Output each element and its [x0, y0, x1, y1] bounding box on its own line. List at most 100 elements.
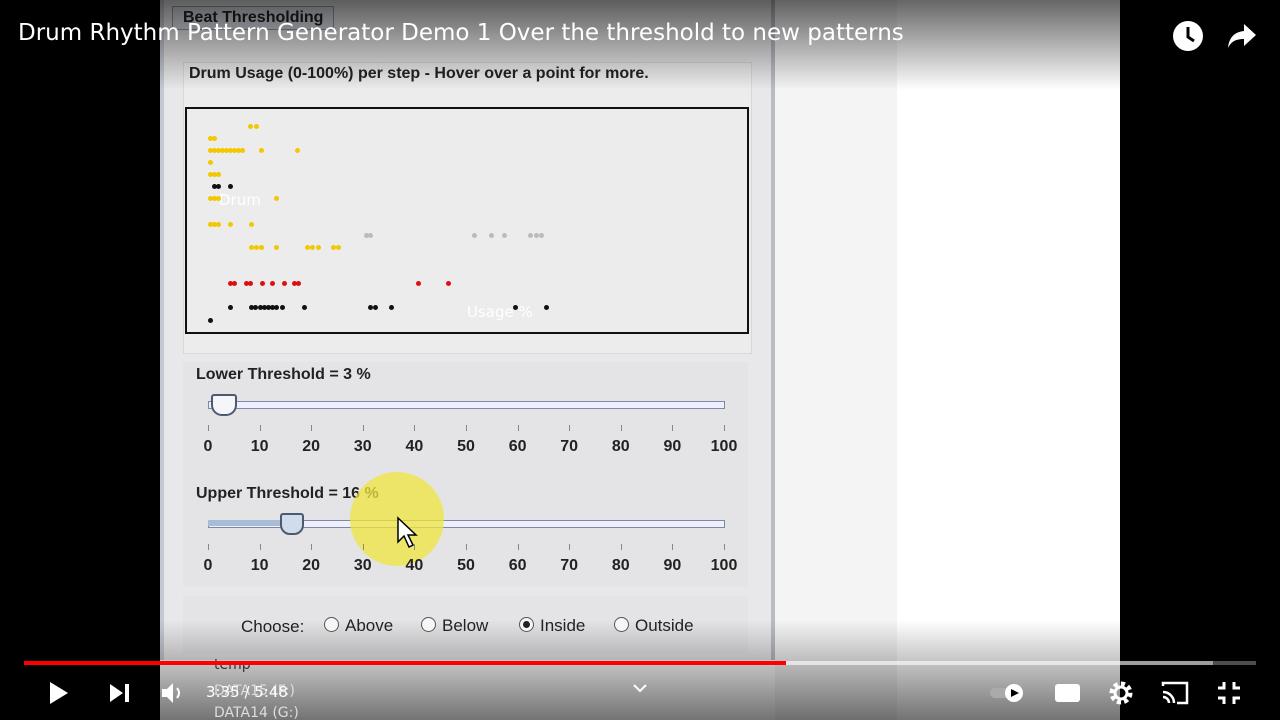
scale-tick: [466, 425, 467, 431]
plot-point: [220, 148, 225, 153]
radio-button[interactable]: [324, 617, 339, 632]
mouse-cursor: [397, 516, 418, 549]
plot-point: [364, 233, 369, 238]
plot-point: [274, 196, 279, 201]
scale-label: 60: [508, 557, 527, 574]
plot-point: [249, 222, 254, 227]
radio-label[interactable]: Below: [442, 616, 489, 635]
radio-button[interactable]: [614, 617, 629, 632]
plot-point: [502, 233, 507, 238]
plot-point: [249, 245, 254, 250]
scale-label: 40: [405, 438, 424, 455]
plot-point: [274, 245, 279, 250]
plot-point: [305, 245, 310, 250]
scale-tick: [311, 425, 313, 431]
volume-button[interactable]: [160, 680, 186, 706]
plot-point: [270, 305, 275, 310]
plot-point: [228, 305, 233, 310]
share-icon[interactable]: [1226, 22, 1258, 50]
plot-point: [336, 245, 341, 250]
radio-label[interactable]: Outside: [635, 616, 694, 635]
scale-tick: [414, 425, 416, 431]
scale-tick: [569, 425, 571, 431]
plot-point: [539, 233, 544, 238]
plot-point: [212, 148, 217, 153]
scale-tick: [724, 425, 725, 431]
scale-label: 90: [663, 557, 682, 574]
lower-slider-thumb[interactable]: [211, 394, 237, 416]
scale-label: 0: [203, 557, 213, 574]
plot-point: [296, 281, 301, 286]
plot-point: [302, 305, 307, 310]
plot-point: [472, 233, 477, 238]
plot-point: [216, 184, 221, 189]
radio-label[interactable]: Above: [345, 616, 394, 635]
scale-label: 30: [353, 438, 372, 455]
plot-point: [208, 160, 213, 165]
next-button[interactable]: [108, 682, 132, 704]
plot-point: [212, 136, 217, 141]
plot-point: [208, 318, 213, 323]
scale-tick: [724, 544, 725, 550]
scale-tick: [672, 425, 674, 431]
plot-point: [489, 233, 494, 238]
plot-point: [248, 281, 253, 286]
plot-point: [368, 305, 373, 310]
plot-point: [228, 222, 233, 227]
scale-label: 70: [560, 438, 579, 455]
plot-point: [534, 233, 539, 238]
plot-point: [228, 184, 233, 189]
upper-slider-thumb[interactable]: [280, 513, 304, 535]
scale-label: 90: [663, 438, 682, 455]
plot-point: [331, 245, 336, 250]
cast-button[interactable]: [1160, 680, 1190, 706]
plot-point: [262, 305, 267, 310]
plot-point: [208, 148, 213, 153]
plot-point: [316, 245, 321, 250]
settings-button[interactable]: [1108, 680, 1134, 706]
plot-point: [208, 196, 213, 201]
plot: Drum Usage %: [185, 107, 749, 334]
plot-point: [212, 172, 217, 177]
plot-point: [208, 222, 213, 227]
scale-tick: [208, 544, 209, 550]
plot-point: [216, 148, 221, 153]
plot-point: [216, 196, 221, 201]
scale-tick: [362, 425, 364, 431]
watch-later-icon[interactable]: [1172, 20, 1204, 52]
play-button[interactable]: [46, 680, 72, 706]
plot-point: [249, 305, 254, 310]
scale-label: 60: [508, 438, 527, 455]
plot-point: [232, 148, 237, 153]
radio-label[interactable]: Inside: [540, 616, 586, 635]
plot-point: [373, 305, 378, 310]
lower-slider-track[interactable]: [208, 401, 725, 409]
plot-point: [254, 124, 259, 129]
bottom-gradient: [0, 620, 1280, 720]
scale-tick: [311, 544, 313, 550]
plot-point: [232, 281, 237, 286]
chevron[interactable]: [632, 682, 648, 694]
scale-tick: [620, 544, 622, 550]
exit-fullscreen[interactable]: [1216, 680, 1242, 706]
plot-point: [389, 305, 394, 310]
plot-point: [254, 245, 259, 250]
plot-point: [259, 245, 264, 250]
plot-point: [212, 184, 217, 189]
upper-slider-fill: [208, 520, 290, 526]
plot-x-label: Usage %: [467, 303, 533, 321]
plot-point: [253, 305, 258, 310]
scale-label: 100: [710, 438, 738, 455]
video-title[interactable]: Drum Rhythm Pattern Generator Demo 1 Ove…: [18, 20, 904, 46]
cursor-highlight: [350, 472, 444, 566]
radio-button[interactable]: [421, 617, 436, 632]
autoplay-toggle[interactable]: [988, 682, 1026, 704]
scale-label: 40: [405, 557, 424, 574]
plot-point: [416, 281, 421, 286]
plot-point: [208, 136, 213, 141]
plot-point: [270, 281, 275, 286]
scale-tick: [517, 544, 519, 550]
scale-tick: [517, 425, 519, 431]
captions-button[interactable]: [1054, 681, 1082, 705]
